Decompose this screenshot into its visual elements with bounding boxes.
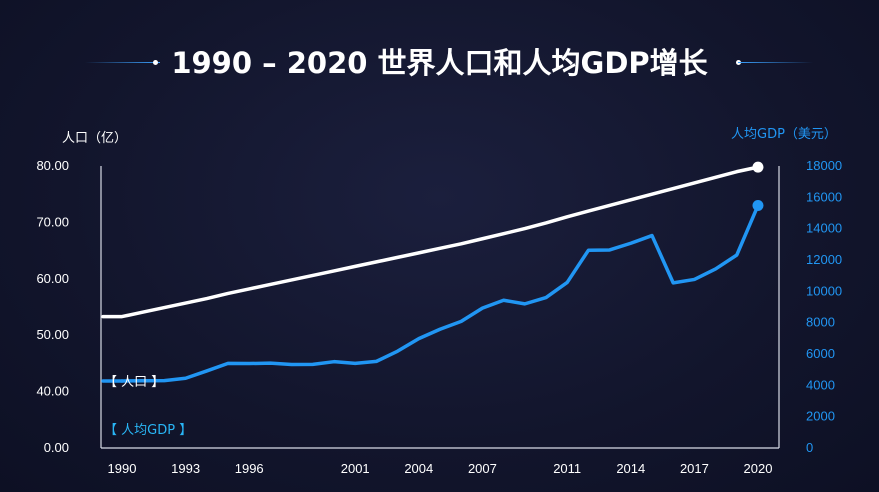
left-tick-label: 0.00 [44,440,69,455]
population-line [101,165,760,319]
x-tick-label: 2004 [404,461,433,476]
right-tick-label: 18000 [806,158,842,173]
x-tick-label: 2007 [468,461,497,476]
legend-gdp-per-capita: 【 人均GDP 】 [104,423,193,438]
right-tick-label: 14000 [806,221,842,236]
population-endpoint [752,161,764,173]
right-tick-label: 8000 [806,315,835,330]
title-decoration-right [738,62,813,63]
gdp-per-capita-endpoint [752,199,764,211]
title-decoration-left [85,62,160,63]
chart-title: 1990 – 2020 世界人口和人均GDP增长 [171,46,708,80]
x-tick-label: 2014 [616,461,645,476]
chart-header: 1990 – 2020 世界人口和人均GDP增长 [0,38,879,88]
left-tick-label: 70.00 [36,214,69,229]
x-tick-label: 2017 [680,461,709,476]
right-tick-label: 12000 [806,252,842,267]
left-tick-label: 50.00 [36,327,69,342]
right-tick-label: 10000 [806,283,842,298]
gdp-per-capita-line [120,203,760,383]
x-tick-label: 2020 [744,461,773,476]
title-decoration-dot-left [153,60,158,65]
right-tick-label: 16000 [806,189,842,204]
left-tick-label: 60.00 [36,271,69,286]
x-tick-label: 1996 [235,461,264,476]
x-tick-label: 1990 [108,461,137,476]
x-tick-label: 2011 [553,461,581,476]
right-tick-label: 6000 [806,346,835,361]
right-tick-label: 2000 [806,409,835,424]
legend-population: 【 人口 】 [104,375,165,390]
right-tick-label: 4000 [806,377,835,392]
right-axis-title: 人均GDP（美元） [731,127,837,142]
left-axis-title: 人口（亿） [62,131,128,146]
left-tick-label: 80.00 [36,158,69,173]
right-tick-label: 0 [806,440,813,455]
x-tick-label: 1993 [171,461,200,476]
x-tick-label: 2001 [341,461,370,476]
left-tick-label: 40.00 [36,384,69,399]
